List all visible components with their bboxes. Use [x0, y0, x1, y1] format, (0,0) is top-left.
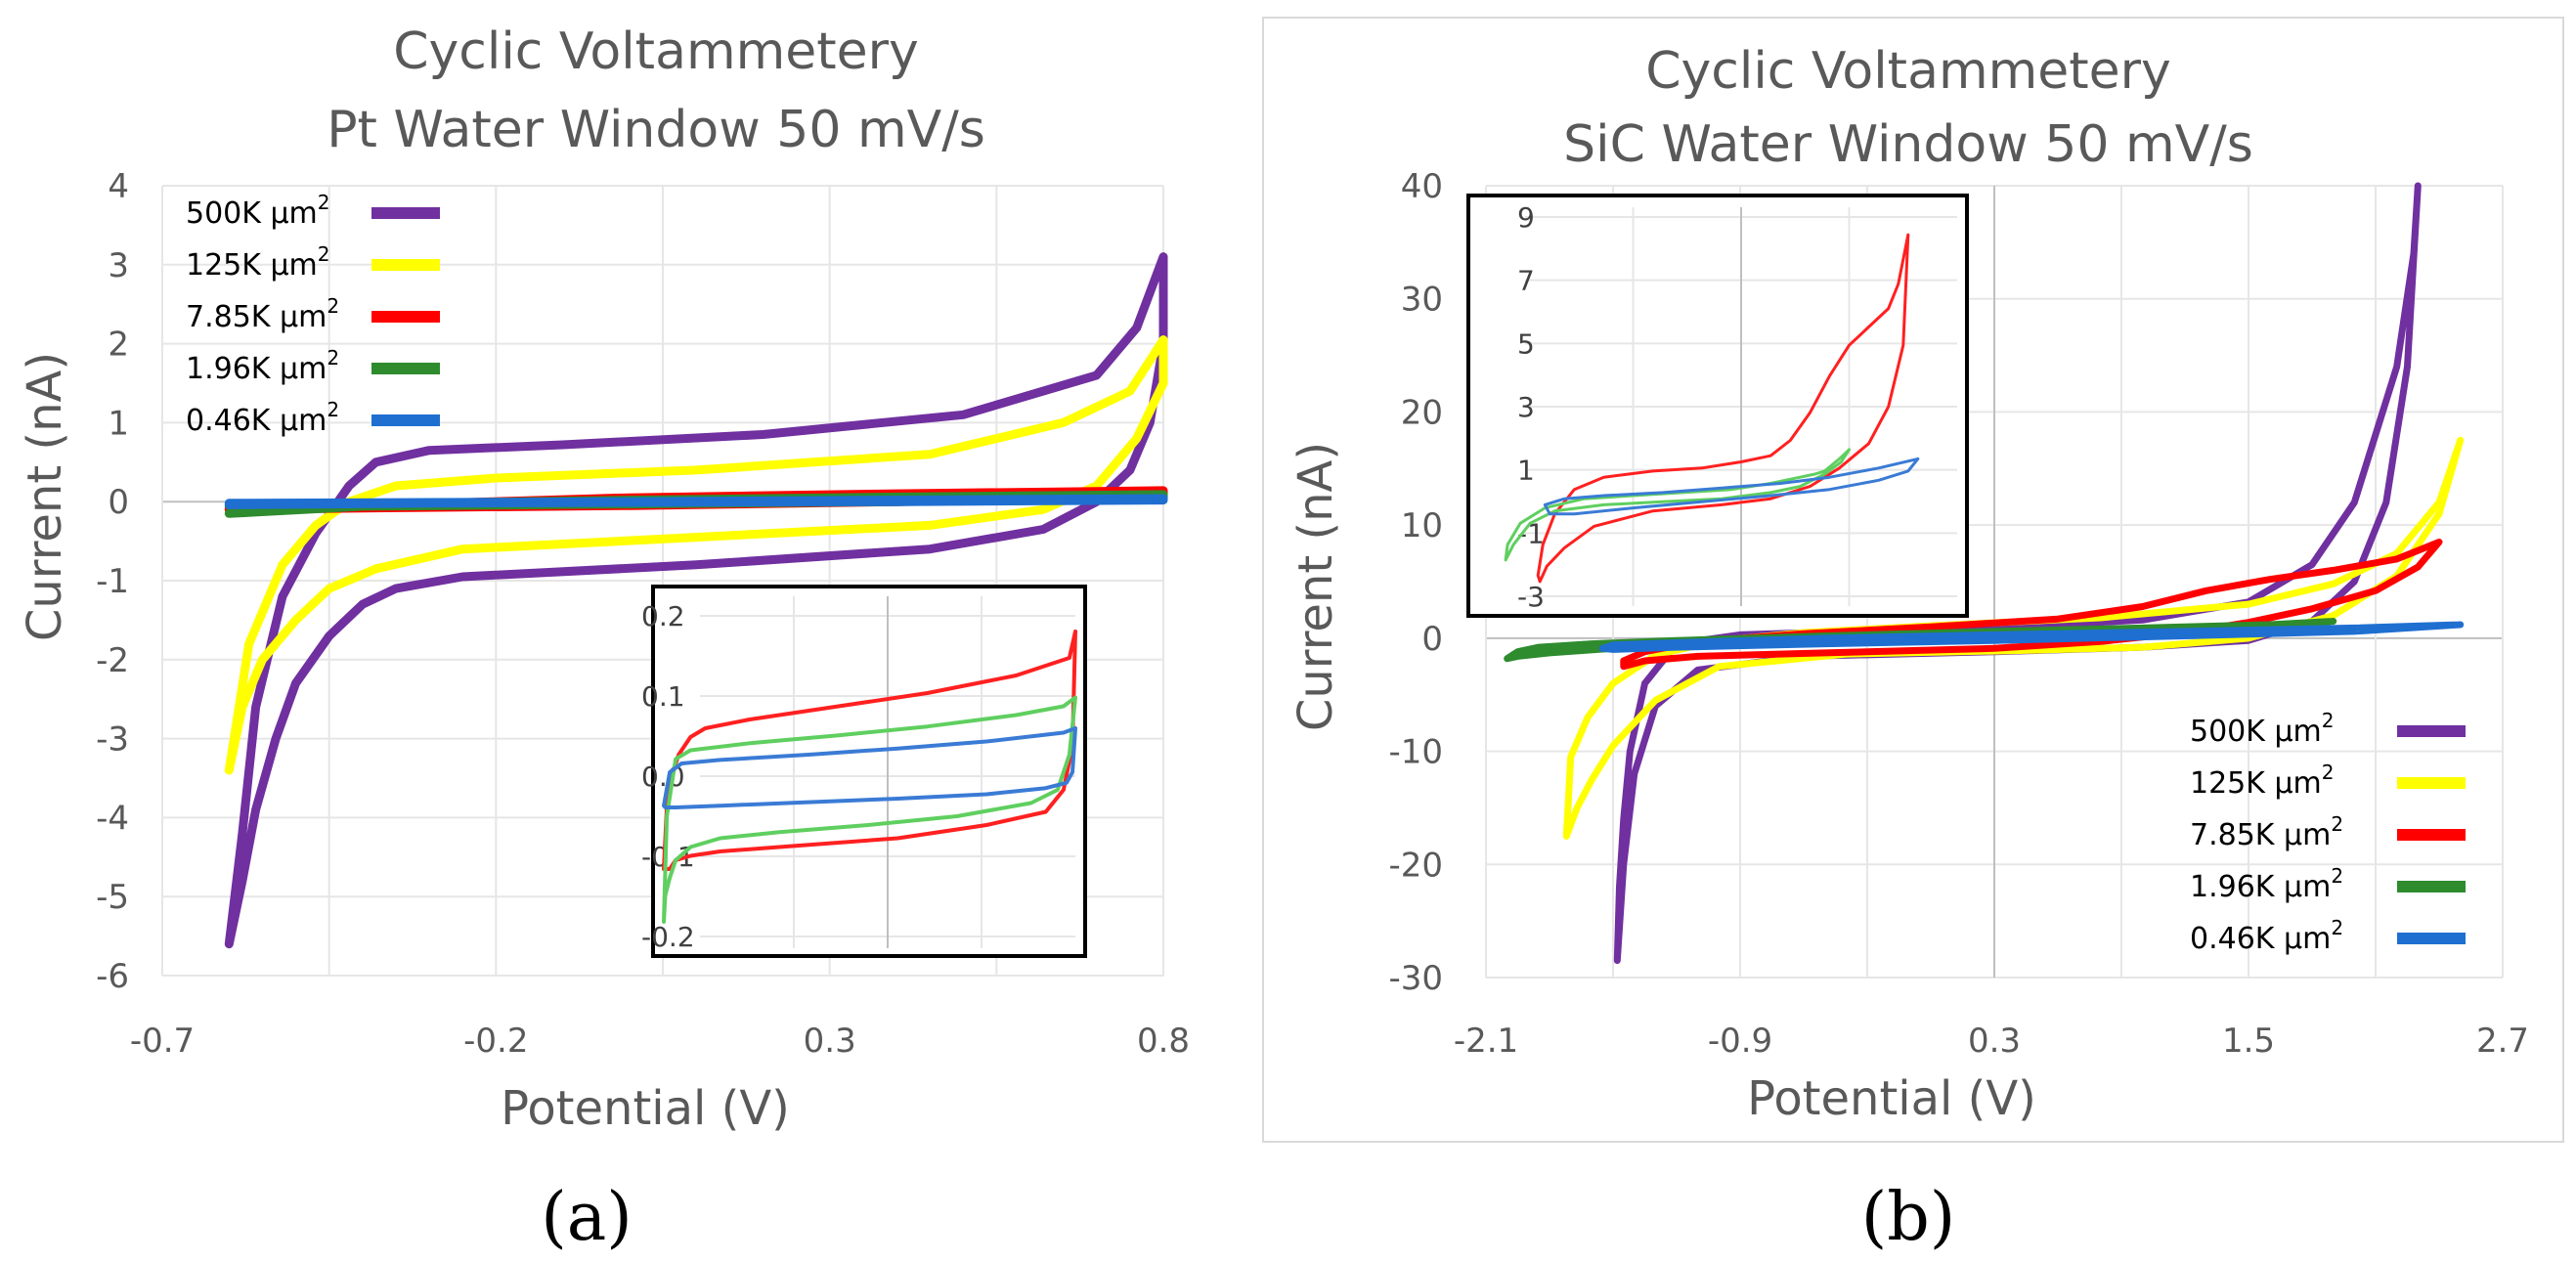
y-tick-label: 2: [108, 326, 129, 365]
chart-b-series: [1504, 182, 2465, 965]
y-tick-label: -6: [96, 957, 129, 996]
chart-a-y-ticks: 4 3 2 1 0 -1 -2 -3 -4 -5 -6: [96, 167, 129, 996]
legend-superscript: 2: [2331, 812, 2343, 836]
series-line-125K: [224, 335, 1168, 775]
y-tick-label: 4: [108, 167, 129, 206]
inset-y-tick-label: 3: [1517, 391, 1535, 423]
chart-a-title-line1: Cyclic Voltammetery: [393, 22, 919, 81]
chart-b-x-axis-label: Potential (V): [1747, 1071, 2036, 1126]
chart-b-x-ticks: -2.1 -0.9 0.3 1.5 2.7: [1454, 1022, 2529, 1061]
inset-y-tick-label: -0.2: [641, 921, 695, 953]
chart-a-series: [224, 252, 1168, 949]
chart-a-legend: 500K µm2 125K µm2 7.85K µm2 1.96K µm2 0.46K …: [186, 191, 440, 438]
chart-b: Cyclic Voltammetery SiC Water Window 50 …: [1262, 17, 2564, 1256]
y-tick-label: 0: [1421, 620, 1443, 659]
chart-b-y-ticks: 40 30 20 10 0 -10 -20 -30: [1388, 167, 1443, 998]
legend-superscript: 2: [327, 346, 339, 370]
panel-label-a: (a): [541, 1179, 633, 1256]
legend-label-7.85K: 7.85K µm2: [186, 294, 339, 334]
chart-a: Cyclic Voltammetery Pt Water Window 50 m…: [18, 22, 1190, 1256]
legend-superscript: 2: [2331, 916, 2343, 939]
chart-a-y-axis-label: Current (nA): [18, 352, 72, 641]
chart-b-y-axis-label: Current (nA): [1288, 442, 1343, 731]
y-tick-label: -5: [96, 878, 129, 917]
chart-a-inset-grid: [700, 596, 1075, 948]
y-tick-label: -3: [96, 720, 129, 760]
chart-a-x-axis-label: Potential (V): [501, 1081, 790, 1136]
series-line-125K: [1562, 436, 2465, 840]
y-tick-label: 3: [108, 246, 129, 285]
y-tick-label: -30: [1388, 959, 1443, 998]
series-line-0.46K: [1598, 621, 2465, 653]
legend-superscript: 2: [2331, 864, 2343, 888]
legend-label-125K: 125K µm2: [186, 242, 330, 283]
legend-label-7.85K: 7.85K µm2: [2190, 812, 2343, 852]
y-tick-label: 40: [1401, 167, 1443, 206]
legend-label-1.96K: 1.96K µm2: [2190, 864, 2343, 904]
inset-y-tick-label: 0.2: [641, 600, 685, 632]
x-tick-label: 1.5: [2222, 1022, 2275, 1061]
x-tick-label: 0.8: [1137, 1022, 1190, 1061]
chart-b-title-line2: SiC Water Window 50 mV/s: [1563, 115, 2253, 174]
legend-superscript: 2: [327, 398, 339, 421]
y-tick-label: 1: [108, 404, 129, 443]
y-tick-label: -10: [1388, 733, 1443, 772]
x-tick-label: -2.1: [1454, 1022, 1518, 1061]
x-tick-label: -0.2: [463, 1022, 528, 1061]
inset-y-tick-label: 1: [1517, 455, 1535, 487]
chart-b-inset-grid: [1525, 207, 1957, 606]
chart-b-legend: 500K µm2 125K µm2 7.85K µm2 1.96K µm2 0.46K …: [2190, 709, 2466, 956]
chart-a-grid: [161, 185, 1164, 977]
y-tick-label: 10: [1401, 506, 1443, 545]
chart-a-inset-frame: [651, 585, 1087, 958]
legend-superscript: 2: [2322, 709, 2335, 732]
inset-y-tick-label: 0.1: [641, 680, 685, 713]
y-tick-label: -2: [96, 641, 129, 680]
legend-superscript: 2: [2322, 761, 2335, 784]
series-line-500K: [224, 252, 1168, 949]
chart-b-inset-series: [1504, 233, 1920, 584]
chart-b-title-line1: Cyclic Voltammetery: [1645, 42, 2171, 101]
x-tick-label: 2.7: [2476, 1022, 2529, 1061]
x-tick-label: 0.3: [804, 1022, 856, 1061]
inset-series-line-1.96K_inset: [1504, 448, 1851, 562]
series-line-0.46K: [224, 494, 1168, 509]
legend-superscript: 2: [318, 242, 330, 266]
inset-y-tick-label: 7: [1517, 265, 1535, 297]
legend-label-125K: 125K µm2: [2190, 761, 2335, 801]
legend-label-1.96K: 1.96K µm2: [186, 346, 339, 386]
inset-series-line-1.96K_inset: [662, 695, 1077, 924]
x-tick-label: -0.7: [130, 1022, 195, 1061]
y-tick-label: 30: [1401, 281, 1443, 320]
inset-y-tick-label: -3: [1517, 581, 1545, 613]
y-tick-label: 20: [1401, 393, 1443, 432]
legend-superscript: 2: [327, 294, 339, 318]
y-tick-label: -1: [96, 562, 129, 601]
legend-label-0.46K: 0.46K µm2: [2190, 916, 2343, 956]
x-tick-label: 0.3: [1968, 1022, 2021, 1061]
series-line-7.85K: [1620, 539, 2443, 671]
chart-a-title-line2: Pt Water Window 50 mV/s: [327, 101, 985, 159]
inset-y-tick-label: 5: [1517, 327, 1535, 360]
inset-series-line-0.46K_inset: [1543, 457, 1920, 516]
legend-superscript: 2: [318, 191, 330, 214]
inset-series-line-0.46K_inset: [662, 726, 1077, 809]
chart-a-inset-series: [662, 630, 1077, 924]
y-tick-label: -4: [96, 799, 129, 838]
chart-a-inset: 0.20.10.0-0.1-0.2: [641, 585, 1087, 958]
y-tick-label: 0: [108, 483, 129, 522]
legend-label-0.46K: 0.46K µm2: [186, 398, 339, 438]
inset-y-tick-label: 9: [1517, 201, 1535, 234]
panel-label-b: (b): [1861, 1179, 1956, 1256]
legend-label-500K: 500K µm2: [186, 191, 330, 231]
y-tick-label: -20: [1388, 846, 1443, 885]
chart-a-x-ticks: -0.7 -0.2 0.3 0.8: [130, 1022, 1190, 1061]
inset-series-line-7.85K_inset: [1536, 233, 1910, 584]
legend-label-500K: 500K µm2: [2190, 709, 2335, 749]
x-tick-label: -0.9: [1708, 1022, 1772, 1061]
